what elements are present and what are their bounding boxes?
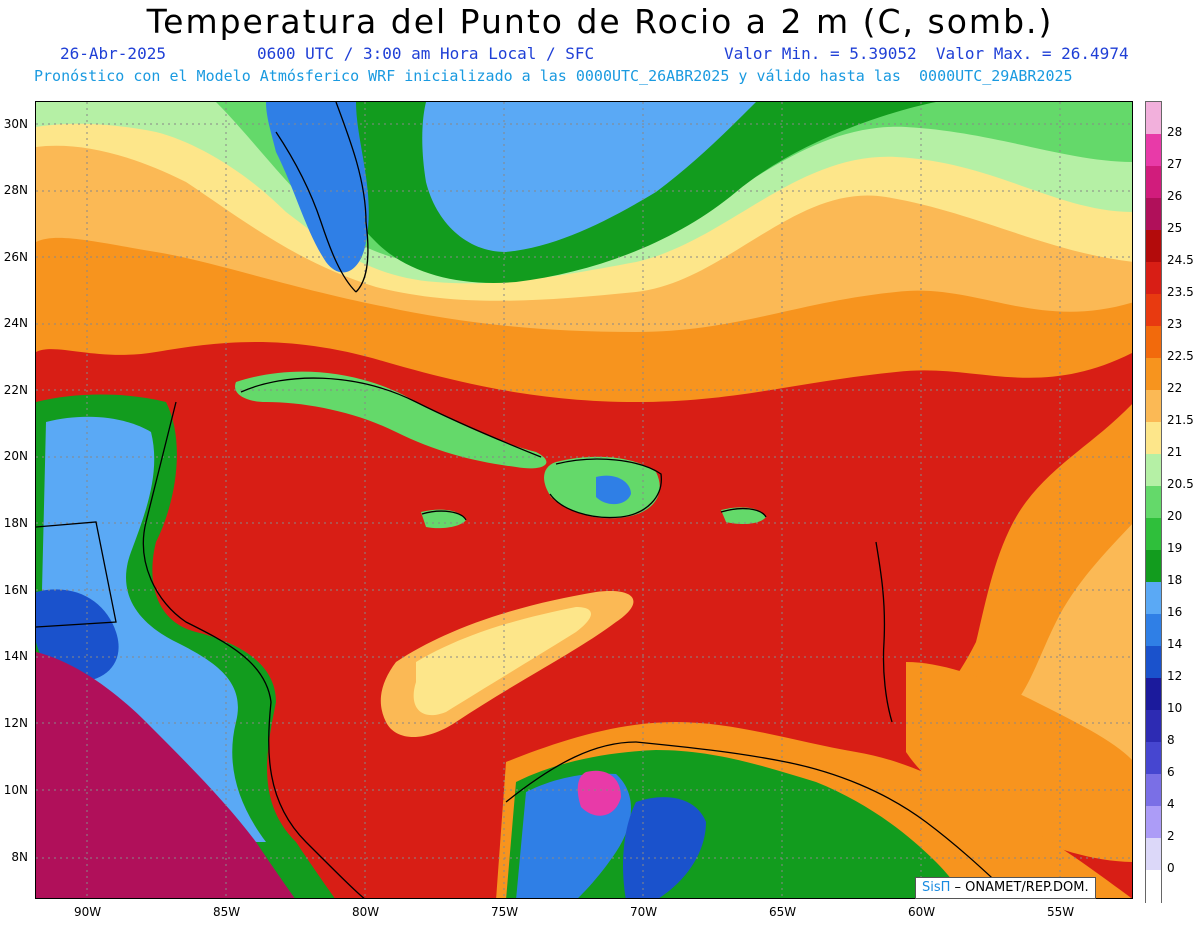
- colorbar-label: 19: [1167, 541, 1183, 555]
- colorbar-segment: [1146, 870, 1161, 903]
- colorbar-segment: [1146, 166, 1161, 199]
- colorbar-segment: [1146, 390, 1161, 423]
- colorbar-segment: [1146, 518, 1161, 551]
- colorbar-segment: [1146, 358, 1161, 391]
- colorbar-label: 12: [1167, 669, 1183, 683]
- colorbar-segment: [1146, 806, 1161, 839]
- colorbar-segment: [1146, 710, 1161, 743]
- lon-label: 60W: [908, 905, 936, 919]
- lat-label: 28N: [3, 183, 28, 197]
- colorbar-segment: [1146, 774, 1161, 807]
- min-max-values: Valor Min. = 5.39052 Valor Max. = 26.497…: [724, 44, 1129, 63]
- lat-label: 30N: [3, 117, 28, 131]
- lat-label: 22N: [3, 383, 28, 397]
- colorbar-label: 6: [1167, 765, 1175, 779]
- colorbar-label: 22: [1167, 381, 1183, 395]
- colorbar-segment: [1146, 230, 1161, 263]
- credit-text: – ONAMET/REP.DOM.: [950, 880, 1089, 895]
- colorbar-label: 8: [1167, 733, 1175, 747]
- colorbar-label: 21: [1167, 445, 1183, 459]
- colorbar-label: 23: [1167, 317, 1183, 331]
- colorbar: [1145, 101, 1162, 903]
- colorbar-segment: [1146, 294, 1161, 327]
- colorbar-segment: [1146, 102, 1161, 135]
- model-info: Pronóstico con el Modelo Atmósferico WRF…: [34, 67, 1073, 85]
- colorbar-segment: [1146, 262, 1161, 295]
- colorbar-segment: [1146, 646, 1161, 679]
- lon-label: 75W: [491, 905, 519, 919]
- colorbar-segment: [1146, 742, 1161, 775]
- colorbar-label: 16: [1167, 605, 1183, 619]
- credit-box: SisΠ – ONAMET/REP.DOM.: [915, 877, 1096, 899]
- colorbar-segment: [1146, 198, 1161, 231]
- lon-label: 55W: [1047, 905, 1075, 919]
- colorbar-label: 25: [1167, 221, 1183, 235]
- lat-label: 10N: [3, 783, 28, 797]
- lon-label: 65W: [769, 905, 797, 919]
- dewpoint-field: [36, 102, 1132, 898]
- colorbar-label: 21.5: [1167, 413, 1194, 427]
- colorbar-label: 20: [1167, 509, 1183, 523]
- colorbar-label: 24.5: [1167, 253, 1194, 267]
- colorbar-label: 27: [1167, 157, 1183, 171]
- colorbar-label: 28: [1167, 125, 1183, 139]
- colorbar-label: 2: [1167, 829, 1175, 843]
- forecast-time: 0600 UTC / 3:00 am Hora Local / SFC: [257, 44, 595, 63]
- map-title: Temperatura del Punto de Rocio a 2 m (C,…: [146, 2, 1054, 41]
- colorbar-label: 26: [1167, 189, 1183, 203]
- lon-label: 90W: [74, 905, 102, 919]
- colorbar-label: 14: [1167, 637, 1183, 651]
- lat-label: 18N: [3, 516, 28, 530]
- colorbar-segment: [1146, 678, 1161, 711]
- colorbar-label: 22.5: [1167, 349, 1194, 363]
- lat-label: 14N: [3, 649, 28, 663]
- colorbar-segment: [1146, 838, 1161, 871]
- lat-label: 20N: [3, 449, 28, 463]
- colorbar-segment: [1146, 486, 1161, 519]
- colorbar-label: 10: [1167, 701, 1183, 715]
- colorbar-segment: [1146, 454, 1161, 487]
- lat-label: 12N: [3, 716, 28, 730]
- colorbar-segment: [1146, 550, 1161, 583]
- dewpoint-map: [35, 101, 1133, 899]
- colorbar-label: 18: [1167, 573, 1183, 587]
- lat-label: 24N: [3, 316, 28, 330]
- lat-label: 8N: [11, 850, 28, 864]
- colorbar-segment: [1146, 134, 1161, 167]
- colorbar-segment: [1146, 614, 1161, 647]
- colorbar-label: 20.5: [1167, 477, 1194, 491]
- lat-label: 26N: [3, 250, 28, 264]
- colorbar-label: 23.5: [1167, 285, 1194, 299]
- lat-label: 16N: [3, 583, 28, 597]
- colorbar-label: 0: [1167, 861, 1175, 875]
- colorbar-segment: [1146, 326, 1161, 359]
- lon-label: 80W: [352, 905, 380, 919]
- colorbar-segment: [1146, 582, 1161, 615]
- forecast-date: 26-Abr-2025: [60, 44, 166, 63]
- lon-label: 85W: [213, 905, 241, 919]
- colorbar-label: 4: [1167, 797, 1175, 811]
- sispi-logo: SisΠ: [922, 880, 951, 895]
- lon-label: 70W: [630, 905, 658, 919]
- colorbar-segment: [1146, 422, 1161, 455]
